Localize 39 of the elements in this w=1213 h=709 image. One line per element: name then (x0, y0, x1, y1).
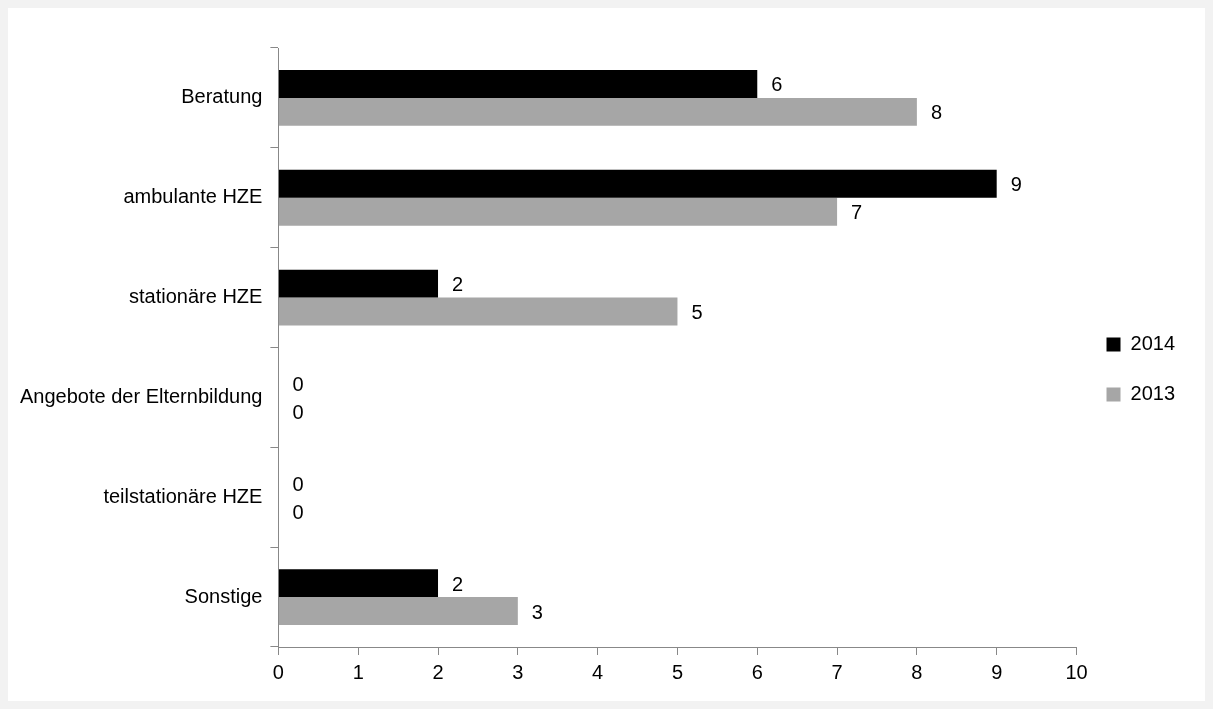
x-tick-label: 5 (671, 660, 684, 683)
bar (278, 69, 758, 98)
legend-label: 2014 (1130, 332, 1176, 355)
data-label: 0 (292, 500, 304, 523)
y-tick-label: Sonstige (184, 584, 263, 607)
data-label: 3 (531, 600, 543, 623)
data-label: 6 (771, 73, 783, 96)
x-tick-label: 1 (352, 660, 364, 683)
data-label: 2 (452, 273, 464, 296)
bar (278, 269, 439, 298)
data-label: 0 (292, 372, 304, 395)
data-label: 2 (452, 572, 464, 595)
x-tick-label: 10 (1065, 660, 1088, 683)
y-tick-label: Angebote der Elternbildung (20, 384, 263, 407)
bar (278, 169, 997, 198)
y-tick-label: ambulante HZE (123, 185, 263, 208)
y-tick-label: Beratung (181, 85, 263, 108)
bar (278, 569, 439, 598)
data-label: 9 (1010, 173, 1022, 196)
data-label: 0 (292, 400, 304, 423)
y-tick-label: teilstationäre HZE (103, 484, 263, 507)
bar (278, 97, 917, 126)
x-tick-label: 8 (911, 660, 923, 683)
x-tick-label: 9 (991, 660, 1003, 683)
data-label: 7 (851, 201, 863, 224)
data-label: 5 (691, 301, 703, 324)
x-tick-label: 2 (432, 660, 444, 683)
x-tick-label: 6 (751, 660, 763, 683)
data-label: 0 (292, 472, 304, 495)
legend-label: 2013 (1130, 382, 1176, 405)
x-tick-label: 3 (512, 660, 524, 683)
x-tick-label: 0 (272, 660, 284, 683)
bar (278, 197, 838, 226)
x-tick-label: 7 (831, 660, 843, 683)
bar (278, 297, 678, 326)
x-tick-label: 4 (592, 660, 604, 683)
y-tick-label: stationäre HZE (129, 285, 263, 308)
bar (278, 597, 518, 626)
data-label: 8 (930, 101, 943, 124)
